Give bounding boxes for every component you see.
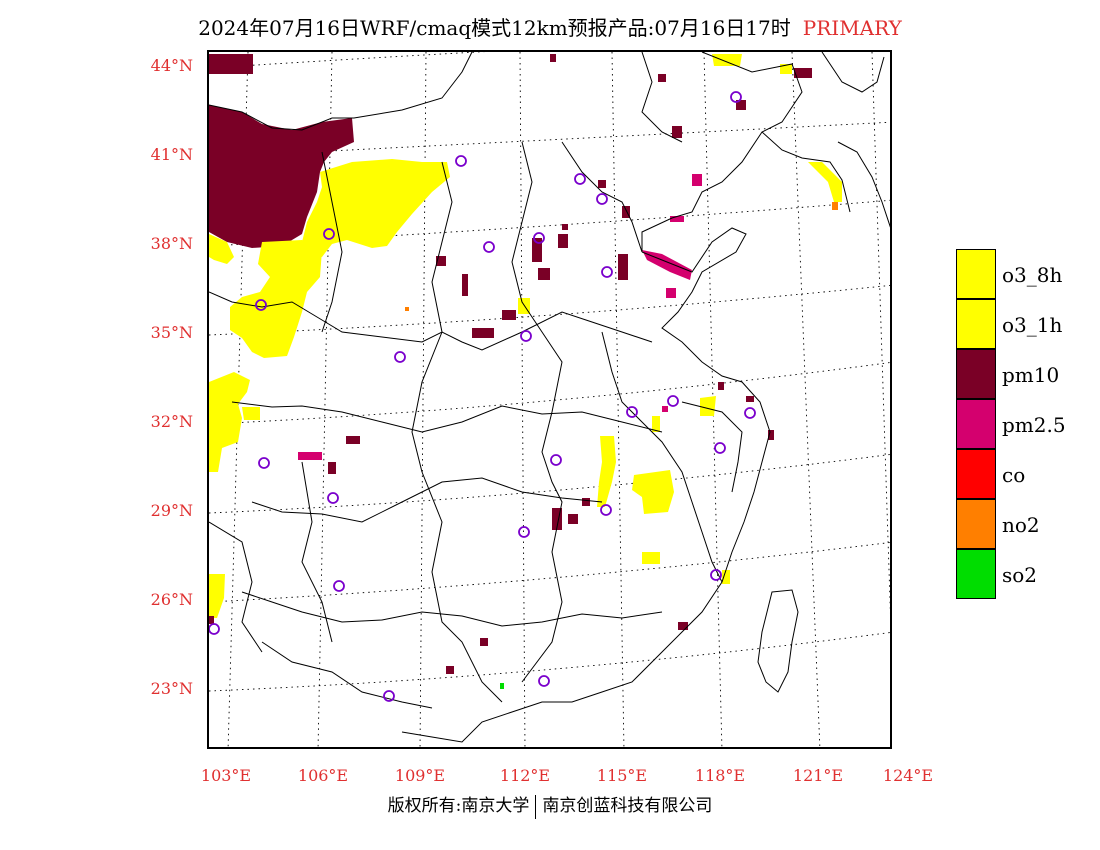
footer-separator <box>535 794 537 819</box>
lat-label-38: 38°N <box>150 234 193 253</box>
legend-item-o3-8h: o3_8h <box>956 249 1096 299</box>
legend-item-no2: no2 <box>956 499 1096 549</box>
legend-swatch-so2 <box>956 549 996 599</box>
legend-item-co: co <box>956 449 1096 499</box>
map-frame <box>207 50 892 749</box>
legend-swatch-pm10 <box>956 349 996 399</box>
copyright-footer: 版权所有:南京大学 南京创蓝科技有限公司 <box>0 791 1100 819</box>
legend-label-so2: so2 <box>1002 563 1038 587</box>
pollution-map <box>209 52 890 747</box>
legend-item-so2: so2 <box>956 549 1096 599</box>
lon-label-103: 103°E <box>200 766 252 785</box>
pm10-patches <box>209 54 812 674</box>
boundaries <box>209 52 890 743</box>
legend-swatch-o3-8h <box>956 249 996 299</box>
legend-swatch-co <box>956 449 996 499</box>
lat-label-23: 23°N <box>150 679 193 698</box>
lat-label-35: 35°N <box>150 323 193 342</box>
lon-label-121: 121°E <box>792 766 844 785</box>
lat-label-29: 29°N <box>150 501 193 520</box>
lat-label-32: 32°N <box>150 412 193 431</box>
legend-swatch-pm25 <box>956 399 996 449</box>
lon-label-118: 118°E <box>694 766 746 785</box>
footer-right: 南京创蓝科技有限公司 <box>542 796 713 816</box>
no2-patches <box>405 202 838 311</box>
legend-label-no2: no2 <box>1002 513 1040 537</box>
lon-label-109: 109°E <box>394 766 446 785</box>
station-markers <box>209 91 756 702</box>
so2-patches <box>500 683 504 689</box>
legend-label-pm10: pm10 <box>1002 363 1060 387</box>
legend-item-pm25: pm2.5 <box>956 399 1096 449</box>
lon-label-106: 106°E <box>297 766 349 785</box>
legend-swatch-o3-1h <box>956 299 996 349</box>
lat-label-41: 41°N <box>150 145 193 164</box>
primary-tag: PRIMARY <box>802 16 902 40</box>
legend-item-pm10: pm10 <box>956 349 1096 399</box>
footer-left: 版权所有:南京大学 <box>387 796 530 816</box>
latitude-gridlines <box>209 52 890 692</box>
map-title: 2024年07月16日WRF/cmaq模式12km预报产品:07月16日17时 P… <box>0 12 1100 41</box>
lat-label-26: 26°N <box>150 590 193 609</box>
o3-regions <box>209 54 842 618</box>
legend-label-o3-8h: o3_8h <box>1002 263 1063 287</box>
legend-label-co: co <box>1002 463 1026 487</box>
legend-label-o3-1h: o3_1h <box>1002 313 1063 337</box>
legend-item-o3-1h: o3_1h <box>956 299 1096 349</box>
legend-label-pm25: pm2.5 <box>1002 413 1066 437</box>
title-text: 2024年07月16日WRF/cmaq模式12km预报产品:07月16日17时 <box>198 16 791 40</box>
lon-label-112: 112°E <box>499 766 551 785</box>
lon-label-124: 124°E <box>882 766 934 785</box>
legend-swatch-no2 <box>956 499 996 549</box>
lon-label-115: 115°E <box>596 766 648 785</box>
lat-label-44: 44°N <box>150 56 193 75</box>
pm10-region <box>209 54 354 248</box>
